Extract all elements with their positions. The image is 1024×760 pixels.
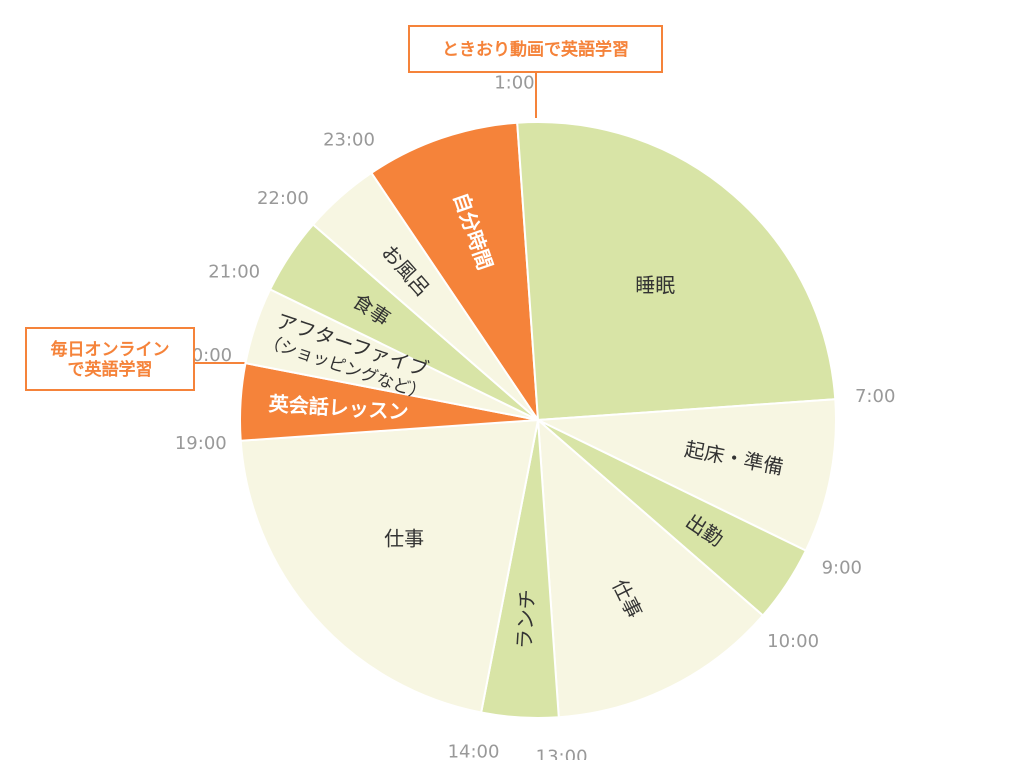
slice-label-5: ランチ [512,589,540,650]
slice-6 [239,418,540,714]
slice-label-6: 仕事 [384,527,424,551]
pie-slices [239,121,837,719]
callout-occasional-video-study: ときおり動画で英語学習 [408,25,663,73]
slice-label-line-5-0: ランチ [512,589,540,650]
tick-label-9: 22:00 [257,188,309,209]
callout-top-text: ときおり動画で英語学習 [442,40,629,60]
tick-label-3: 10:00 [767,631,819,652]
tick-label-4: 13:00 [536,747,588,760]
callout-left-line2: で英語学習 [67,360,153,380]
slice-label-1: 睡眠 [635,273,675,297]
tick-label-6: 19:00 [175,433,227,454]
tick-label-8: 21:00 [208,261,260,282]
tick-label-2: 9:00 [822,558,862,579]
callout-left-line1: 毎日オンライン [50,340,170,360]
tick-label-10: 23:00 [323,129,375,150]
slice-label-line-6-0: 仕事 [384,527,424,551]
slice-2 [534,398,837,552]
slice-4 [536,417,765,719]
slice-1 [516,121,837,422]
slice-label-line-1-0: 睡眠 [635,273,675,297]
callout-daily-online-study: 毎日オンライン で英語学習 [25,327,195,391]
slice-0 [369,121,540,424]
tick-label-0: 1:00 [494,72,534,93]
tick-label-1: 7:00 [855,386,895,407]
slice-10 [311,171,539,421]
tick-label-5: 14:00 [448,741,500,760]
